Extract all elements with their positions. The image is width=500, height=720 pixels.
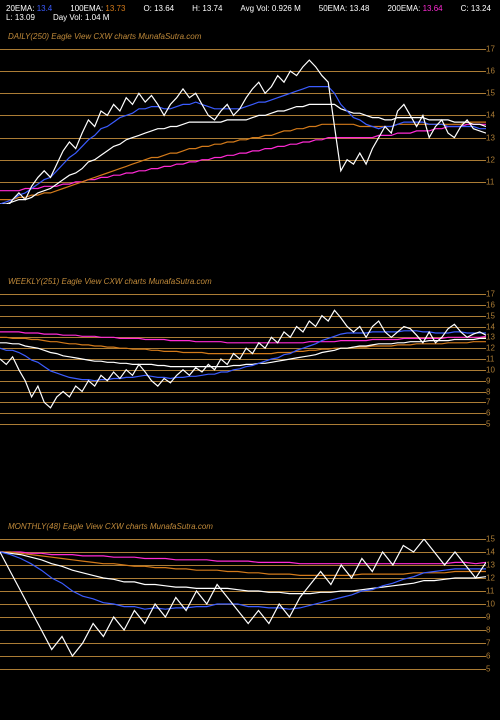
stat: H: 13.74 — [192, 4, 222, 13]
plot-svg — [0, 294, 486, 424]
chart-panel-daily: DAILY(250) Eagle View CXW charts MunafaS… — [0, 30, 500, 204]
y-axis-label: 7 — [486, 398, 500, 407]
chart-title: WEEKLY(251) Eagle View CXW charts Munafa… — [0, 275, 500, 288]
stat-value: 13.73 — [105, 4, 125, 13]
y-axis-label: 5 — [486, 420, 500, 429]
stat: 20EMA: 13.4 — [6, 4, 52, 13]
y-axis-label: 14 — [486, 111, 500, 120]
chart-panel-weekly: WEEKLY(251) Eagle View CXW charts Munafa… — [0, 275, 500, 424]
chart-title: DAILY(250) Eagle View CXW charts MunafaS… — [0, 30, 500, 43]
y-axis-label: 17 — [486, 290, 500, 299]
plot-svg — [0, 49, 486, 204]
gridline — [0, 669, 486, 670]
stat-label: Day Vol: — [53, 13, 85, 22]
stat-value: 13.24 — [471, 4, 491, 13]
y-axis-label: 8 — [486, 387, 500, 396]
y-axis-label: 10 — [486, 365, 500, 374]
y-axis-label: 11 — [486, 587, 500, 596]
y-axis-label: 12 — [486, 344, 500, 353]
stat-value: 0.926 M — [272, 4, 301, 13]
stat-value: 1.04 M — [85, 13, 109, 22]
series-ema200 — [0, 124, 486, 190]
stat-label: 20EMA: — [6, 4, 37, 13]
y-axis-label: 15 — [486, 89, 500, 98]
series-price — [0, 539, 486, 656]
plot-svg — [0, 539, 486, 669]
gridline — [0, 424, 486, 425]
series-ema100 — [0, 122, 486, 200]
stat-value: 13.74 — [202, 4, 222, 13]
stat: C: 13.24 — [461, 4, 491, 13]
stat: 50EMA: 13.48 — [319, 4, 370, 13]
y-axis-label: 6 — [486, 652, 500, 661]
stat-label: H: — [192, 4, 202, 13]
stat: O: 13.64 — [143, 4, 174, 13]
series-price — [0, 310, 486, 408]
stat: Day Vol: 1.04 M — [53, 13, 109, 22]
chart-area: 15141312111098765 — [0, 539, 500, 669]
header-stats: 20EMA: 13.4 100EMA: 13.73 O: 13.64 H: 13.74… — [0, 0, 500, 26]
y-axis-label: 9 — [486, 613, 500, 622]
stat: Avg Vol: 0.926 M — [240, 4, 300, 13]
stat-value: 13.48 — [349, 4, 369, 13]
y-axis-label: 17 — [486, 45, 500, 54]
stat-value: 13.4 — [37, 4, 53, 13]
stat-label: O: — [143, 4, 154, 13]
y-axis-label: 6 — [486, 409, 500, 418]
y-axis-label: 9 — [486, 376, 500, 385]
chart-area: 17161514131211 — [0, 49, 500, 204]
chart-panel-monthly: MONTHLY(48) Eagle View CXW charts Munafa… — [0, 520, 500, 669]
stat: 200EMA: 13.64 — [387, 4, 442, 13]
y-axis-label: 13 — [486, 333, 500, 342]
y-axis-label: 14 — [486, 322, 500, 331]
y-axis-label: 16 — [486, 300, 500, 309]
stat-value: 13.09 — [15, 13, 35, 22]
y-axis-label: 11 — [486, 177, 500, 186]
chart-title: MONTHLY(48) Eagle View CXW charts Munafa… — [0, 520, 500, 533]
series-ema100 — [0, 337, 486, 353]
y-axis-label: 13 — [486, 133, 500, 142]
series-ema200 — [0, 552, 486, 564]
y-axis-label: 11 — [486, 355, 500, 364]
chart-area: 171615141312111098765 — [0, 294, 500, 424]
y-axis-label: 12 — [486, 574, 500, 583]
y-axis-label: 13 — [486, 561, 500, 570]
stat-label: L: — [6, 13, 15, 22]
stat: 100EMA: 13.73 — [70, 4, 125, 13]
stat-label: 50EMA: — [319, 4, 350, 13]
y-axis-label: 14 — [486, 548, 500, 557]
y-axis-label: 8 — [486, 626, 500, 635]
y-axis-label: 10 — [486, 600, 500, 609]
y-axis-label: 7 — [486, 639, 500, 648]
y-axis-label: 5 — [486, 665, 500, 674]
stat-label: Avg Vol: — [240, 4, 271, 13]
y-axis-label: 15 — [486, 535, 500, 544]
stat-value: 13.64 — [423, 4, 443, 13]
stat-value: 13.64 — [154, 4, 174, 13]
stat: L: 13.09 — [6, 13, 35, 22]
y-axis-label: 12 — [486, 155, 500, 164]
stat-label: C: — [461, 4, 471, 13]
y-axis-label: 16 — [486, 67, 500, 76]
y-axis-label: 15 — [486, 311, 500, 320]
stat-label: 100EMA: — [70, 4, 105, 13]
stat-label: 200EMA: — [387, 4, 422, 13]
